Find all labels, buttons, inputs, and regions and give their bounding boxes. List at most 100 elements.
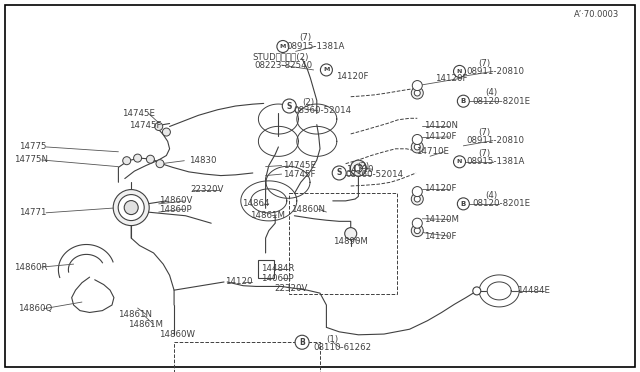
Circle shape [155, 122, 163, 131]
Text: 08911-20810: 08911-20810 [466, 67, 524, 76]
Text: 14710E: 14710E [416, 147, 449, 156]
Text: 22320V: 22320V [274, 284, 307, 293]
Text: M: M [280, 44, 286, 49]
Text: 14890M: 14890M [333, 237, 367, 246]
Text: 14745F: 14745F [129, 121, 162, 130]
Text: 14860V: 14860V [159, 196, 192, 205]
Text: 14120: 14120 [225, 278, 253, 286]
Text: 08360-52014: 08360-52014 [346, 170, 404, 179]
Text: 08915-1381A: 08915-1381A [466, 157, 524, 166]
Text: 14775: 14775 [19, 142, 47, 151]
Text: 14771: 14771 [19, 208, 47, 217]
Text: STUDスタッド(2): STUDスタッド(2) [253, 52, 309, 61]
Circle shape [412, 218, 422, 228]
Circle shape [412, 141, 423, 153]
Circle shape [147, 155, 154, 163]
Circle shape [163, 128, 170, 136]
Circle shape [351, 160, 367, 176]
Text: (7): (7) [479, 128, 491, 137]
Circle shape [414, 196, 420, 202]
Text: (7): (7) [300, 33, 312, 42]
Circle shape [345, 228, 356, 240]
Circle shape [124, 201, 138, 215]
Text: 14484R: 14484R [261, 264, 294, 273]
Text: 14120F: 14120F [336, 72, 369, 81]
Bar [257, 260, 274, 278]
Text: 14745E: 14745E [283, 161, 316, 170]
Text: 14745E: 14745E [122, 109, 155, 118]
Circle shape [332, 166, 346, 180]
Circle shape [295, 335, 309, 349]
Text: (4): (4) [485, 191, 497, 200]
Circle shape [123, 157, 131, 165]
Circle shape [282, 99, 296, 113]
Text: 14861M: 14861M [128, 320, 163, 329]
Text: (4): (4) [485, 89, 497, 97]
Circle shape [473, 287, 481, 295]
Text: 14120M: 14120M [424, 215, 459, 224]
Text: (2): (2) [357, 162, 369, 171]
Text: 22320V: 22320V [191, 185, 224, 194]
Circle shape [134, 154, 141, 162]
Text: A’·70.0003: A’·70.0003 [574, 10, 620, 19]
Text: 14120N: 14120N [424, 121, 458, 130]
Text: 08360-52014: 08360-52014 [293, 106, 351, 115]
Text: 08110-61262: 08110-61262 [314, 343, 372, 352]
Text: 14830: 14830 [189, 156, 216, 165]
Text: 14775N: 14775N [14, 155, 48, 164]
Text: 14120F: 14120F [424, 232, 456, 241]
Text: S: S [287, 102, 292, 110]
Circle shape [412, 193, 423, 205]
Text: 14861N: 14861N [118, 310, 152, 319]
Text: N: N [457, 159, 462, 164]
Circle shape [113, 190, 149, 225]
Text: 14745F: 14745F [283, 170, 316, 179]
Bar [174, 342, 320, 372]
Text: 08120-8201E: 08120-8201E [472, 199, 531, 208]
Text: N: N [457, 69, 462, 74]
Circle shape [414, 228, 420, 234]
Text: 14120F: 14120F [435, 74, 468, 83]
Circle shape [412, 81, 422, 90]
Circle shape [454, 156, 465, 168]
Circle shape [414, 144, 420, 150]
Text: 14710: 14710 [346, 165, 373, 174]
Circle shape [454, 65, 465, 77]
Circle shape [412, 87, 423, 99]
Circle shape [156, 160, 164, 168]
Circle shape [412, 225, 423, 237]
Circle shape [458, 95, 469, 107]
Circle shape [414, 90, 420, 96]
Circle shape [118, 195, 144, 221]
Circle shape [458, 198, 469, 210]
Text: (1): (1) [326, 335, 339, 344]
Text: 14860Q: 14860Q [18, 304, 52, 313]
Text: B: B [461, 98, 466, 104]
Text: B: B [300, 338, 305, 347]
Text: (7): (7) [479, 59, 491, 68]
Text: 14861M: 14861M [250, 211, 285, 219]
Circle shape [355, 164, 362, 172]
Text: (7): (7) [479, 149, 491, 158]
Text: 14120F: 14120F [424, 132, 456, 141]
Text: 14864: 14864 [242, 199, 269, 208]
Text: 08223-82540: 08223-82540 [255, 61, 313, 70]
Text: 14484E: 14484E [517, 286, 550, 295]
Text: 14860R: 14860R [14, 263, 47, 272]
Text: 08915-1381A: 08915-1381A [287, 42, 345, 51]
Text: 08120-8201E: 08120-8201E [472, 97, 531, 106]
Text: 14860W: 14860W [159, 330, 195, 339]
Text: 08911-20810: 08911-20810 [466, 136, 524, 145]
Circle shape [277, 41, 289, 52]
Circle shape [321, 64, 332, 76]
Text: 14060P: 14060P [261, 274, 294, 283]
Text: B: B [461, 201, 466, 207]
Circle shape [412, 135, 422, 144]
Text: 14860N: 14860N [291, 205, 325, 214]
Text: 14860P: 14860P [159, 205, 191, 214]
Bar [289, 193, 397, 294]
Text: (2): (2) [302, 98, 314, 107]
Text: S: S [337, 169, 342, 177]
Text: 14120F: 14120F [424, 185, 456, 193]
Circle shape [412, 187, 422, 196]
